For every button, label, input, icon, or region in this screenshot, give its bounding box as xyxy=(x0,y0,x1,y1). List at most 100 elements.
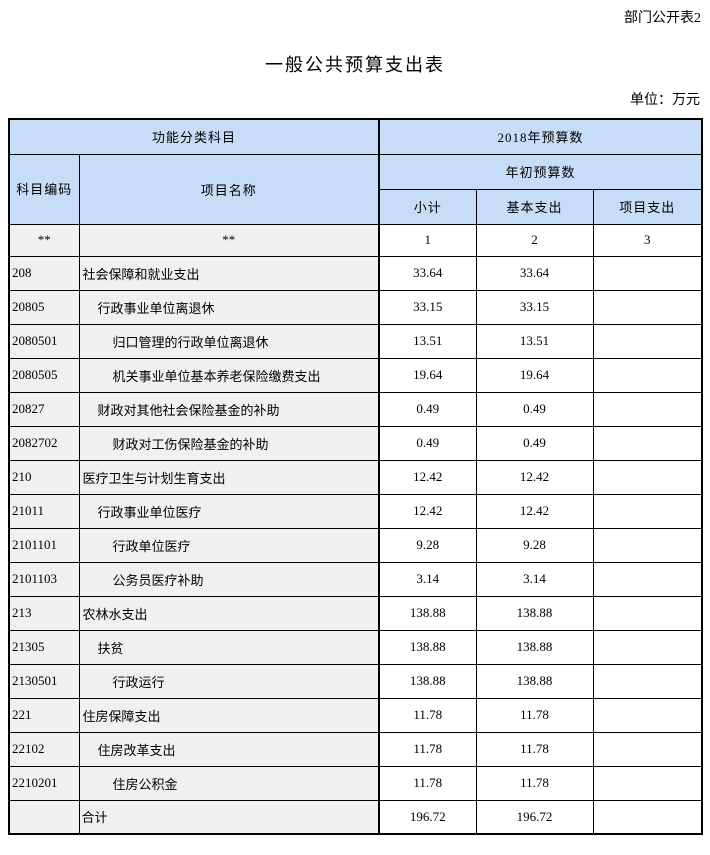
initial-budget-header: 年初预算数 xyxy=(378,153,703,190)
subtotal-cell: 11.78 xyxy=(378,697,477,733)
project-expenditure-cell xyxy=(592,493,703,529)
header-row-3: 小计 基本支出 项目支出 xyxy=(9,188,703,225)
table-row: 20827 财政对其他社会保险基金的补助 0.49 0.49 xyxy=(8,391,703,427)
basic-expenditure-cell: 12.42 xyxy=(475,459,594,495)
subtotal-cell: 11.78 xyxy=(378,765,477,801)
project-expenditure-header: 项目支出 xyxy=(592,188,703,225)
basic-expenditure-cell: 3.14 xyxy=(475,561,594,597)
basic-expenditure-cell: 19.64 xyxy=(475,357,594,393)
basic-expenditure-cell: 13.51 xyxy=(475,323,594,359)
name-cell: 财政对工伤保险基金的补助 xyxy=(78,425,380,461)
code-cell: 20827 xyxy=(8,391,80,427)
name-cell: 医疗卫生与计划生育支出 xyxy=(78,459,380,495)
table-row: 2080505 机关事业单位基本养老保险缴费支出 19.64 19.64 xyxy=(8,357,703,393)
project-expenditure-cell xyxy=(592,289,703,325)
subtotal-cell: 3.14 xyxy=(378,561,477,597)
project-expenditure-cell xyxy=(592,527,703,563)
code-cell: 2080505 xyxy=(8,357,80,393)
subtotal-cell: 11.78 xyxy=(378,731,477,767)
unit-note: 单位：万元 xyxy=(630,93,700,108)
header-row-1: 功能分类科目 2018年预算数 xyxy=(8,118,703,155)
basic-expenditure-cell: 33.64 xyxy=(475,255,594,291)
table-body: 208 社会保障和就业支出 33.64 33.64 20805 行政事业单位离退休 33.1… xyxy=(8,255,703,835)
name-cell: 机关事业单位基本养老保险缴费支出 xyxy=(78,357,380,393)
subject-code-header: 科目编码 xyxy=(8,153,80,225)
project-expenditure-cell xyxy=(592,663,703,699)
project-expenditure-cell xyxy=(592,425,703,461)
basic-expenditure-cell: 138.88 xyxy=(475,595,594,631)
code-cell: 2082702 xyxy=(8,425,80,461)
name-cell: 财政对其他社会保险基金的补助 xyxy=(78,391,380,427)
name-cell: 公务员医疗补助 xyxy=(78,561,380,597)
project-expenditure-cell xyxy=(592,595,703,631)
project-expenditure-cell xyxy=(592,561,703,597)
total-row: 合计 196.72 196.72 xyxy=(8,799,703,835)
basic-expenditure-cell: 138.88 xyxy=(475,663,594,699)
budget-table: 功能分类科目 2018年预算数 科目编码 项目名称 年初预算数 小计 基本支出 … xyxy=(8,118,704,835)
name-cell: 行政事业单位医疗 xyxy=(78,493,380,529)
project-expenditure-cell xyxy=(592,765,703,801)
placeholder-row: ** ** 1 2 3 xyxy=(8,223,703,257)
table-row: 2080501 归口管理的行政单位离退休 13.51 13.51 xyxy=(8,323,703,359)
basic-expenditure-cell: 11.78 xyxy=(475,731,594,767)
table-row: 20805 行政事业单位离退休 33.15 33.15 xyxy=(8,289,703,325)
subtotal-cell: 19.64 xyxy=(378,357,477,393)
project-expenditure-cell xyxy=(592,255,703,291)
project-expenditure-cell xyxy=(592,629,703,665)
project-expenditure-cell xyxy=(592,459,703,495)
basic-expenditure-cell: 9.28 xyxy=(475,527,594,563)
code-cell: 213 xyxy=(8,595,80,631)
name-cell: 行政单位医疗 xyxy=(78,527,380,563)
project-expenditure-cell xyxy=(592,697,703,733)
name-cell: 住房改革支出 xyxy=(78,731,380,767)
name-cell: 住房公积金 xyxy=(78,765,380,801)
name-cell: 农林水支出 xyxy=(78,595,380,631)
basic-expenditure-cell: 0.49 xyxy=(475,425,594,461)
table-row: 2130501 行政运行 138.88 138.88 xyxy=(8,663,703,699)
subtotal-cell: 33.64 xyxy=(378,255,477,291)
page-title: 一般公共预算支出表 xyxy=(265,55,445,75)
name-cell: 行政事业单位离退休 xyxy=(78,289,380,325)
subtotal-cell: 196.72 xyxy=(378,799,477,835)
code-cell: 21011 xyxy=(8,493,80,529)
subtotal-cell: 33.15 xyxy=(378,289,477,325)
basic-expenditure-cell: 138.88 xyxy=(475,629,594,665)
project-expenditure-cell xyxy=(592,731,703,767)
column-number-3: 3 xyxy=(592,223,703,257)
basic-expenditure-cell: 11.78 xyxy=(475,765,594,801)
subtotal-cell: 12.42 xyxy=(378,493,477,529)
name-placeholder-cell: ** xyxy=(78,223,380,257)
basic-expenditure-cell: 12.42 xyxy=(475,493,594,529)
name-cell: 住房保障支出 xyxy=(78,697,380,733)
function-category-header: 功能分类科目 xyxy=(8,118,380,155)
code-cell: 221 xyxy=(8,697,80,733)
name-cell: 社会保障和就业支出 xyxy=(78,255,380,291)
table-row: 21305 扶贫 138.88 138.88 xyxy=(8,629,703,665)
subtotal-cell: 138.88 xyxy=(378,629,477,665)
code-cell: 21305 xyxy=(8,629,80,665)
code-cell: 20805 xyxy=(8,289,80,325)
table-row: 210 医疗卫生与计划生育支出 12.42 12.42 xyxy=(8,459,703,495)
project-expenditure-cell xyxy=(592,357,703,393)
table-row: 2210201 住房公积金 11.78 11.78 xyxy=(8,765,703,801)
subtotal-cell: 12.42 xyxy=(378,459,477,495)
name-cell: 合计 xyxy=(78,799,380,835)
table-row: 22102 住房改革支出 11.78 11.78 xyxy=(8,731,703,767)
table-row: 2082702 财政对工伤保险基金的补助 0.49 0.49 xyxy=(8,425,703,461)
name-cell: 行政运行 xyxy=(78,663,380,699)
code-cell: 2210201 xyxy=(8,765,80,801)
code-cell: 2080501 xyxy=(8,323,80,359)
subtotal-cell: 0.49 xyxy=(378,425,477,461)
project-expenditure-cell xyxy=(592,323,703,359)
table-row: 2101103 公务员医疗补助 3.14 3.14 xyxy=(8,561,703,597)
basic-expenditure-cell: 33.15 xyxy=(475,289,594,325)
subtotal-cell: 138.88 xyxy=(378,595,477,631)
code-cell: 22102 xyxy=(8,731,80,767)
table-row: 213 农林水支出 138.88 138.88 xyxy=(8,595,703,631)
basic-expenditure-cell: 11.78 xyxy=(475,697,594,733)
subtotal-header: 小计 xyxy=(378,188,477,225)
name-cell: 归口管理的行政单位离退休 xyxy=(78,323,380,359)
code-placeholder-cell: ** xyxy=(8,223,80,257)
table-row: 208 社会保障和就业支出 33.64 33.64 xyxy=(8,255,703,291)
